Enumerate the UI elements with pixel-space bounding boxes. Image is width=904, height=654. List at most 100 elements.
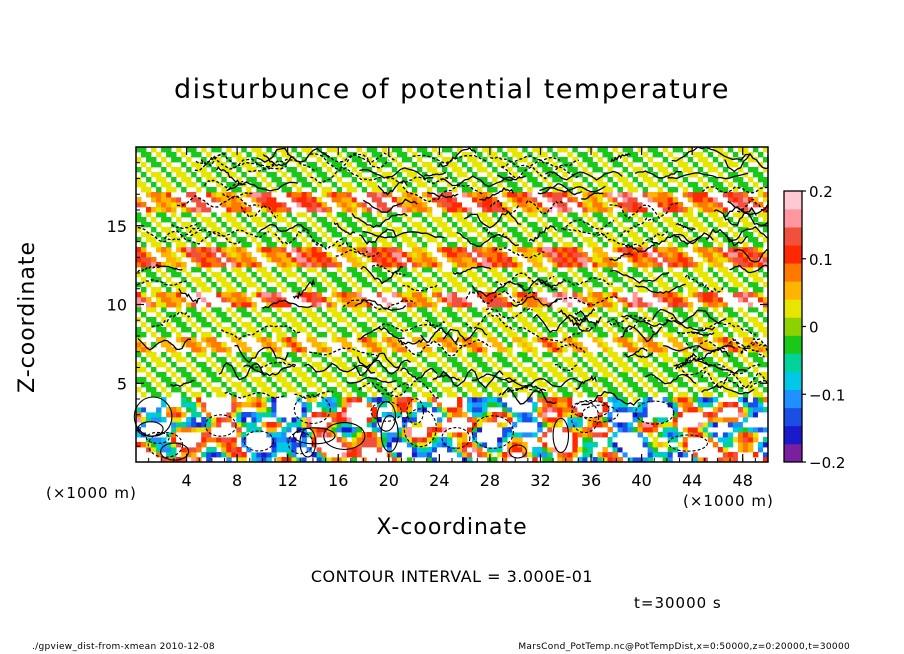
field-cell: [356, 377, 363, 383]
field-cell: [537, 247, 543, 253]
field-cell: [326, 372, 333, 378]
field-cell: [161, 327, 167, 333]
field-cell: [211, 262, 217, 268]
field-cell: [497, 357, 503, 363]
field-cell: [151, 332, 157, 338]
field-cell: [452, 422, 458, 428]
field-cell: [662, 207, 669, 213]
field-cell: [226, 422, 232, 428]
field-cell: [266, 307, 272, 313]
field-cell: [301, 412, 307, 418]
field-cell: [406, 207, 413, 213]
field-cell: [266, 297, 272, 303]
field-cell: [567, 357, 573, 363]
field-cell: [261, 362, 267, 368]
field-cell: [396, 367, 403, 373]
field-cell: [351, 382, 358, 388]
field-cell: [537, 287, 543, 293]
field-cell: [296, 382, 302, 388]
field-cell: [326, 422, 333, 428]
field-cell: [522, 202, 528, 208]
field-cell: [286, 352, 292, 358]
field-cell: [762, 422, 769, 428]
field-cell: [331, 277, 338, 283]
field-cell: [171, 437, 177, 443]
field-cell: [462, 207, 468, 213]
field-cell: [281, 267, 287, 273]
field-cell: [381, 227, 388, 233]
field-cell: [652, 422, 659, 428]
field-cell: [637, 272, 644, 278]
field-cell: [567, 447, 573, 453]
field-cell: [467, 262, 473, 268]
field-cell: [607, 212, 613, 218]
field-cell: [712, 317, 719, 323]
field-cell: [261, 297, 267, 303]
field-cell: [642, 367, 649, 373]
field-cell: [462, 232, 468, 238]
field-cell: [687, 447, 694, 453]
field-cell: [301, 302, 307, 308]
field-cell: [652, 302, 659, 308]
field-cell: [747, 247, 754, 253]
field-cell: [557, 402, 563, 408]
field-cell: [597, 362, 603, 368]
field-cell: [662, 257, 669, 263]
field-cell: [346, 202, 353, 208]
field-cell: [712, 427, 719, 433]
field-cell: [306, 257, 312, 263]
field-cell: [642, 397, 649, 403]
field-cell: [206, 427, 212, 433]
field-cell: [336, 357, 343, 363]
field-cell: [667, 207, 674, 213]
field-cell: [477, 422, 483, 428]
field-cell: [752, 262, 759, 268]
field-cell: [376, 397, 383, 403]
field-cell: [141, 347, 147, 353]
field-cell: [662, 202, 669, 208]
field-cell: [587, 332, 593, 338]
field-cell: [577, 347, 583, 353]
field-cell: [401, 397, 408, 403]
field-cell: [532, 457, 538, 463]
field-cell: [562, 182, 568, 188]
field-cell: [156, 297, 162, 303]
field-cell: [487, 277, 493, 283]
field-cell: [677, 367, 684, 373]
field-cell: [697, 387, 704, 393]
field-cell: [642, 262, 649, 268]
field-cell: [537, 292, 543, 298]
field-cell: [261, 327, 267, 333]
field-cell: [602, 207, 608, 213]
field-cell: [512, 197, 518, 203]
field-cell: [652, 392, 659, 398]
field-cell: [446, 247, 453, 253]
field-cell: [592, 197, 598, 203]
field-cell: [712, 297, 719, 303]
field-cell: [637, 287, 644, 293]
field-cell: [161, 372, 167, 378]
field-cell: [321, 382, 328, 388]
field-cell: [647, 432, 654, 438]
field-cell: [707, 397, 714, 403]
field-cell: [216, 322, 222, 328]
field-cell: [697, 207, 704, 213]
field-cell: [687, 212, 694, 218]
field-cell: [757, 357, 764, 363]
field-cell: [266, 237, 272, 243]
field-cell: [507, 217, 513, 223]
field-cell: [441, 342, 448, 348]
field-cell: [266, 447, 272, 453]
field-cell: [602, 422, 608, 428]
field-cell: [351, 442, 358, 448]
field-cell: [391, 262, 398, 268]
field-cell: [336, 457, 343, 463]
field-cell: [391, 337, 398, 343]
field-cell: [366, 182, 373, 188]
field-cell: [557, 227, 563, 233]
field-cell: [717, 392, 724, 398]
field-cell: [622, 412, 628, 418]
field-cell: [522, 432, 528, 438]
field-cell: [366, 307, 373, 313]
field-cell: [657, 397, 664, 403]
